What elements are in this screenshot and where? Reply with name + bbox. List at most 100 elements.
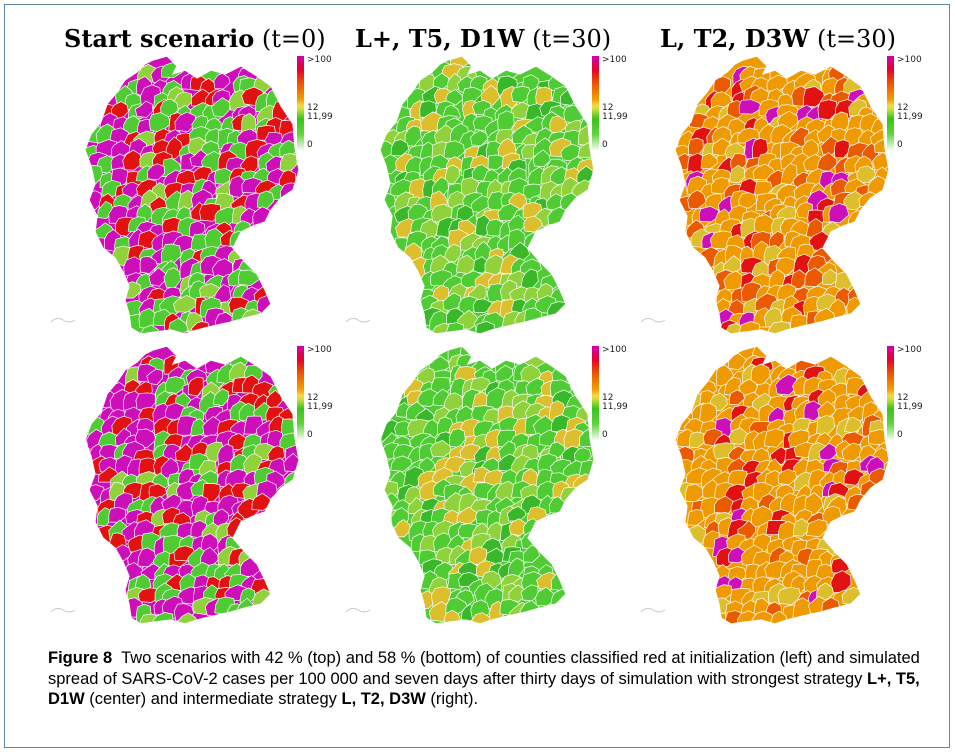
county-region bbox=[456, 204, 474, 222]
county-region bbox=[687, 509, 705, 526]
county-region bbox=[549, 115, 568, 134]
county-region bbox=[520, 268, 539, 290]
county-region bbox=[523, 215, 543, 233]
county-region bbox=[754, 180, 774, 197]
county-region bbox=[817, 99, 839, 121]
county-region bbox=[484, 547, 507, 566]
county-region bbox=[522, 544, 540, 563]
county-region bbox=[816, 152, 838, 172]
county-region bbox=[806, 519, 828, 538]
county-region bbox=[265, 389, 283, 409]
county-region bbox=[550, 414, 571, 433]
county-region bbox=[468, 546, 488, 566]
county-region bbox=[229, 453, 248, 473]
county-region bbox=[201, 483, 221, 503]
county-region bbox=[728, 352, 747, 371]
county-region bbox=[532, 149, 551, 167]
county-region bbox=[698, 402, 718, 423]
county-region bbox=[818, 442, 838, 461]
legend-gradient bbox=[887, 56, 894, 151]
county-region bbox=[777, 468, 797, 486]
caption-text-3: (right). bbox=[430, 690, 479, 708]
legend-label-zero: 0 bbox=[602, 430, 608, 440]
county-region bbox=[768, 230, 785, 249]
county-region bbox=[134, 100, 154, 118]
county-region bbox=[146, 163, 165, 181]
map-artifact-squiggle bbox=[50, 317, 76, 323]
county-region bbox=[507, 557, 525, 578]
county-region bbox=[538, 429, 558, 447]
county-region bbox=[738, 192, 758, 209]
county-region bbox=[442, 292, 462, 312]
map-artifact-squiggle bbox=[640, 607, 666, 613]
legend-label-max: >100 bbox=[307, 345, 332, 355]
county-region bbox=[444, 164, 460, 185]
germany-county-map bbox=[50, 345, 300, 625]
county-region bbox=[507, 505, 527, 522]
county-region bbox=[729, 164, 747, 184]
legend-gradient bbox=[887, 346, 894, 441]
county-region bbox=[146, 368, 163, 385]
county-region bbox=[200, 546, 220, 568]
county-region bbox=[713, 76, 731, 95]
county-region bbox=[134, 428, 157, 448]
legend-label-max: >100 bbox=[307, 55, 332, 65]
county-region bbox=[165, 136, 184, 160]
county-region bbox=[404, 125, 422, 147]
county-region bbox=[456, 506, 478, 525]
county-region bbox=[763, 428, 785, 448]
header-strategy-intermediate: L, T2, D3W (t=30) bbox=[660, 24, 896, 53]
county-region bbox=[507, 214, 526, 233]
county-region bbox=[430, 439, 453, 458]
legend-label-max: >100 bbox=[602, 55, 627, 65]
legend-label-11-99: 11,99 bbox=[897, 112, 923, 122]
county-region bbox=[685, 483, 705, 503]
county-region bbox=[96, 507, 112, 527]
county-region bbox=[792, 417, 811, 433]
county-region bbox=[394, 519, 411, 538]
country-outline bbox=[674, 55, 890, 335]
color-legend: >100 12 11,99 0 bbox=[887, 346, 947, 441]
county-region bbox=[200, 533, 220, 554]
county-region bbox=[730, 153, 747, 172]
county-region bbox=[830, 111, 850, 135]
county-region bbox=[448, 428, 466, 448]
county-region bbox=[688, 137, 704, 157]
county-region bbox=[525, 378, 545, 398]
county-region bbox=[817, 400, 837, 418]
legend-label-11-99: 11,99 bbox=[307, 112, 333, 122]
county-region bbox=[520, 584, 539, 602]
legend-gradient bbox=[592, 346, 599, 441]
county-region bbox=[446, 72, 462, 93]
county-region bbox=[545, 193, 564, 211]
legend-label-12: 12 bbox=[602, 103, 614, 113]
header-strategy-strong: L+, T5, D1W (t=30) bbox=[355, 24, 612, 53]
germany-county-map bbox=[345, 55, 595, 335]
county-region bbox=[739, 321, 761, 334]
county-region bbox=[187, 376, 204, 397]
county-region bbox=[727, 469, 748, 489]
county-region bbox=[841, 442, 864, 462]
legend-gradient bbox=[297, 56, 304, 151]
map-panel-bottom-center bbox=[340, 342, 640, 628]
map-panel-bottom-left bbox=[45, 342, 345, 628]
county-region bbox=[443, 140, 465, 159]
country-outline bbox=[84, 345, 300, 625]
county-region bbox=[815, 414, 835, 436]
county-region bbox=[804, 492, 824, 515]
caption-strategy-strong: L+, T5, D1W bbox=[48, 669, 920, 709]
legend-label-11-99: 11,99 bbox=[602, 112, 628, 122]
county-region bbox=[163, 267, 181, 289]
county-region bbox=[211, 97, 231, 118]
county-region bbox=[418, 456, 436, 474]
county-region bbox=[214, 167, 233, 185]
legend-label-zero: 0 bbox=[307, 430, 313, 440]
caption-strategy-intermediate: L, T2, D3W bbox=[341, 690, 426, 708]
county-region bbox=[433, 72, 451, 91]
caption-text-2: (center) and intermediate strategy bbox=[89, 690, 337, 708]
germany-county-map bbox=[50, 55, 300, 335]
legend-label-11-99: 11,99 bbox=[897, 402, 923, 412]
county-region bbox=[792, 517, 810, 537]
county-region bbox=[121, 181, 141, 198]
country-outline bbox=[674, 345, 890, 625]
